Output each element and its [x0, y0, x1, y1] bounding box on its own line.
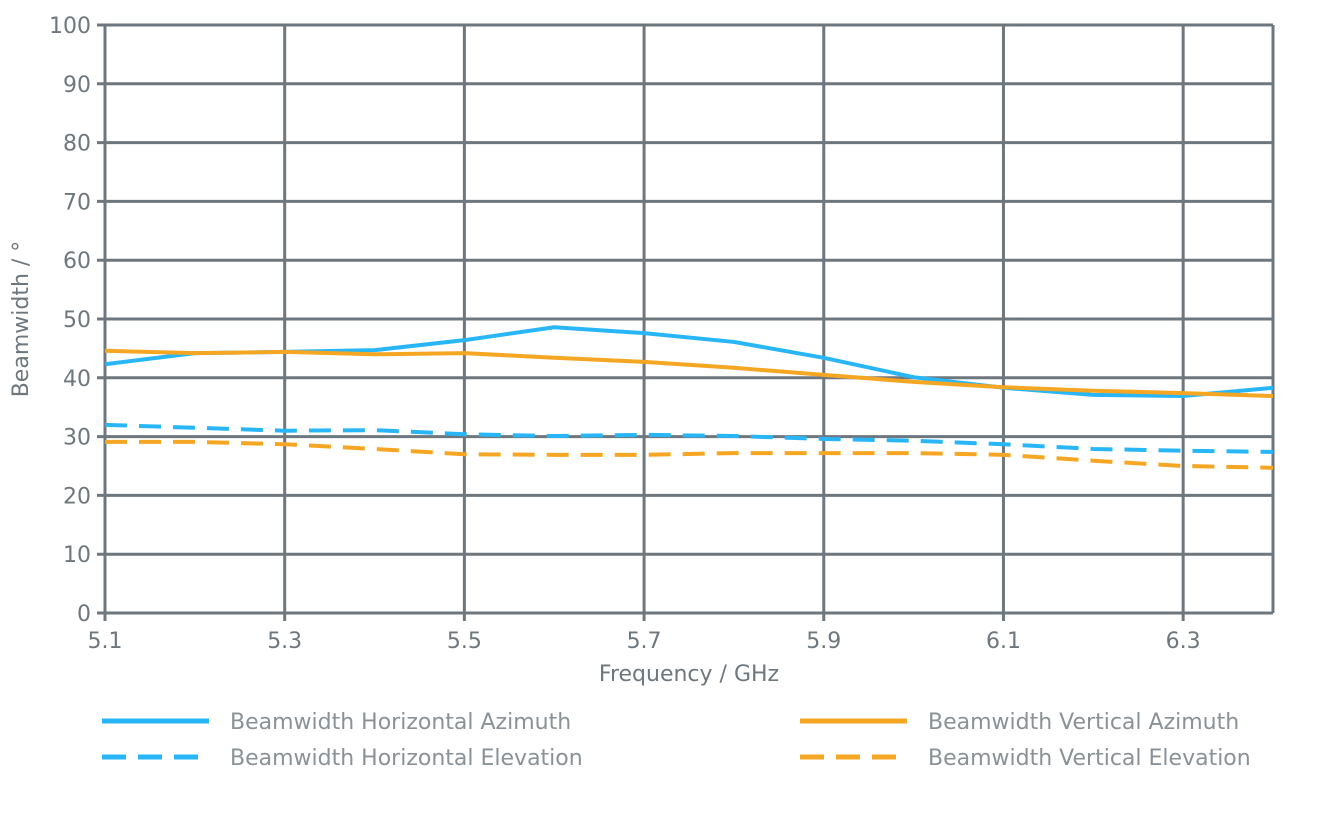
tick-labels: 0 10 20 30 40 50 60 70 80 90 100 5.1 5.3 5.5 5.7 5.9 6.1… [49, 14, 1201, 654]
y-tick-label: 10 [63, 543, 91, 568]
x-axis-label: Frequency / GHz [599, 662, 779, 687]
y-tick-label: 60 [63, 249, 91, 274]
legend-label: Beamwidth Horizontal Azimuth [230, 710, 571, 735]
x-tick-label: 5.5 [447, 629, 482, 654]
y-tick-label: 0 [77, 602, 91, 627]
y-tick-label: 70 [63, 190, 91, 215]
legend-label: Beamwidth Horizontal Elevation [230, 746, 583, 771]
y-tick-label: 50 [63, 308, 91, 333]
x-tick-label: 6.1 [986, 629, 1021, 654]
y-tick-label: 90 [63, 73, 91, 98]
series-line-3 [104, 348, 1274, 399]
y-tick-label: 100 [49, 14, 91, 39]
series-line-1 [104, 325, 1274, 399]
legend: Beamwidth Horizontal Azimuth Beamwidth Ho… [102, 710, 1251, 771]
x-tick-label: 5.9 [806, 629, 841, 654]
y-axis-label: Beamwidth / ° [9, 241, 34, 398]
y-tick-label: 20 [63, 484, 91, 509]
x-tick-label: 5.3 [267, 629, 302, 654]
series-line-2 [104, 422, 1274, 454]
y-tick-label: 80 [63, 132, 91, 157]
grid [97, 23, 1275, 621]
x-tick-label: 5.1 [88, 629, 123, 654]
y-tick-label: 40 [63, 367, 91, 392]
legend-label: Beamwidth Vertical Azimuth [928, 710, 1239, 735]
legend-label: Beamwidth Vertical Elevation [928, 746, 1251, 771]
x-tick-label: 6.3 [1166, 629, 1201, 654]
y-tick-label: 30 [63, 426, 91, 451]
series-line-4 [105, 439, 1274, 470]
x-tick-label: 5.7 [627, 629, 662, 654]
series-lines [104, 325, 1274, 470]
